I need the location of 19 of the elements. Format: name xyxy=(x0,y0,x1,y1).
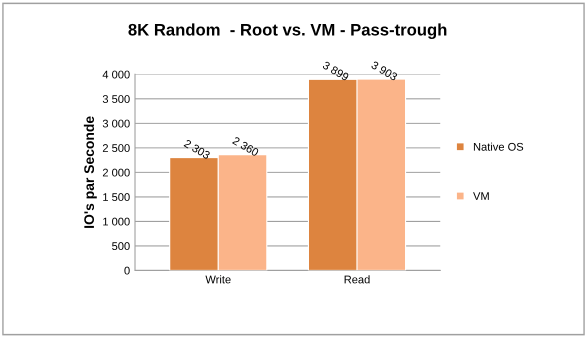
y-tick-label: 4 000 xyxy=(102,70,130,78)
data-label: 3 903 xyxy=(370,60,398,81)
legend-label: VM xyxy=(473,192,489,200)
data-label: 2 303 xyxy=(184,139,211,160)
y-tick-label: 3 000 xyxy=(102,120,130,128)
y-tick-label: 1 000 xyxy=(103,218,130,226)
y-tick-label: 3 500 xyxy=(102,95,130,103)
chart-title: 8K Random - Root vs. VM - Pass-trough xyxy=(128,23,446,39)
x-tick-label: Read xyxy=(344,275,370,284)
y-tick-label: 500 xyxy=(112,242,130,250)
x-tick-label: Write xyxy=(205,275,231,284)
legend-label: Native OS xyxy=(474,142,524,151)
y-tick-label: 1 500 xyxy=(103,193,130,202)
y-tick-label: 2 500 xyxy=(102,144,130,152)
y-axis-title: IO's par Seconde xyxy=(84,116,97,228)
y-tick-label: 2 000 xyxy=(102,168,130,177)
data-label: 3 899 xyxy=(322,60,350,82)
y-tick-label: 0 xyxy=(124,266,130,275)
data-label: 2 360 xyxy=(232,136,260,157)
